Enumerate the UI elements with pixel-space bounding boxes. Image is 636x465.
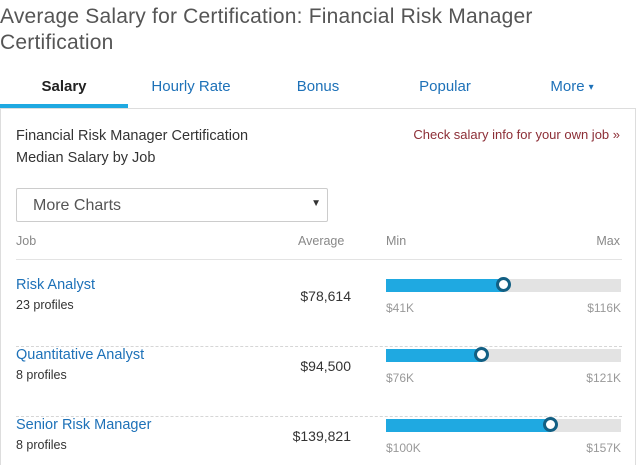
salary-range-bar xyxy=(386,347,621,362)
median-marker-icon xyxy=(474,347,490,362)
table-row: Risk Analyst 23 profiles $78,614 $41K $1… xyxy=(16,277,622,347)
panel-title-line2: Median Salary by Job xyxy=(16,150,156,166)
salary-range-bar xyxy=(386,277,621,292)
column-header-max: Max xyxy=(596,234,620,248)
average-salary: $78,614 xyxy=(300,288,351,304)
range-max-value: $116K xyxy=(587,301,621,315)
page-title: Average Salary for Certification: Financ… xyxy=(0,5,533,54)
tab-popular[interactable]: Popular xyxy=(382,70,508,108)
average-salary: $94,500 xyxy=(300,358,351,374)
average-salary: $139,821 xyxy=(292,428,351,444)
job-link[interactable]: Risk Analyst xyxy=(16,277,95,293)
tab-popular-label: Popular xyxy=(419,78,471,95)
median-marker-icon xyxy=(495,277,511,292)
tab-bar: Salary Hourly Rate Bonus Popular More ▾ xyxy=(0,70,636,108)
range-max-value: $157K xyxy=(586,441,621,455)
job-link[interactable]: Quantitative Analyst xyxy=(16,347,145,363)
profile-count: 8 profiles xyxy=(16,368,67,382)
more-charts-select[interactable]: More Charts ▼ xyxy=(16,188,328,222)
job-link[interactable]: Senior Risk Manager xyxy=(16,417,152,433)
profile-count: 23 profiles xyxy=(16,298,74,312)
median-marker-icon xyxy=(542,417,558,432)
column-header-average: Average xyxy=(298,234,345,248)
profile-count: 8 profiles xyxy=(16,438,67,452)
table-row: Quantitative Analyst 8 profiles $94,500 … xyxy=(16,347,622,417)
tab-bonus[interactable]: Bonus xyxy=(254,70,382,108)
tab-more-label: More xyxy=(550,78,585,95)
own-job-salary-link[interactable]: Check salary info for your own job » xyxy=(413,127,620,142)
header-divider xyxy=(16,259,622,260)
salary-range-fill xyxy=(386,419,551,432)
column-header-min: Min xyxy=(386,234,407,248)
tab-salary[interactable]: Salary xyxy=(0,70,128,108)
tab-salary-label: Salary xyxy=(41,78,87,95)
range-min-value: $41K xyxy=(386,301,415,315)
chevron-down-icon: ▼ xyxy=(311,198,321,209)
column-header-job: Job xyxy=(16,234,37,248)
range-min-value: $100K xyxy=(386,441,421,455)
row-divider xyxy=(16,416,622,417)
panel-title-line1: Financial Risk Manager Certification xyxy=(16,128,249,144)
salary-range-fill xyxy=(386,349,483,362)
salary-range-fill xyxy=(386,279,504,292)
range-min-value: $76K xyxy=(386,371,415,385)
caret-down-icon: ▾ xyxy=(588,82,594,93)
tab-hourly-rate-label: Hourly Rate xyxy=(151,78,231,95)
more-charts-select-value: More Charts xyxy=(33,197,122,214)
range-max-value: $121K xyxy=(586,371,621,385)
tab-more[interactable]: More ▾ xyxy=(508,70,636,108)
tab-hourly-rate[interactable]: Hourly Rate xyxy=(128,70,254,108)
panel-title: Financial Risk Manager Certification Med… xyxy=(16,125,248,169)
tab-bonus-label: Bonus xyxy=(296,78,340,95)
salary-panel: Financial Risk Manager Certification Med… xyxy=(0,108,636,465)
salary-range-bar xyxy=(386,417,621,432)
table-row: Senior Risk Manager 8 profiles $139,821 … xyxy=(16,417,622,465)
row-divider xyxy=(16,346,622,347)
